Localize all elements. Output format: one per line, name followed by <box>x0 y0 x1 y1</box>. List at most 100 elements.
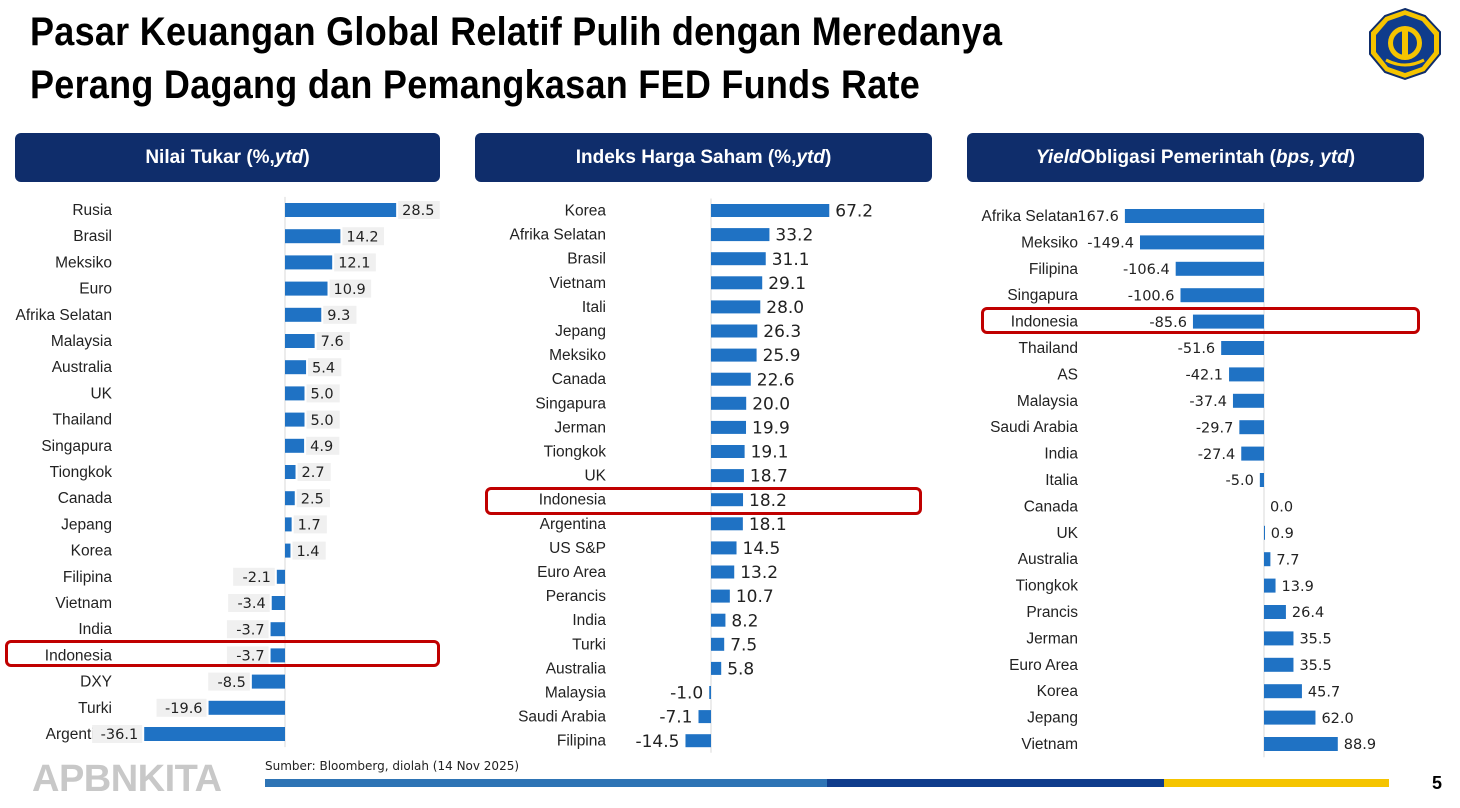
value-label: 22.6 <box>757 370 795 390</box>
panel-header-suffix: ) <box>824 146 832 168</box>
value-label: -100.6 <box>1128 288 1175 304</box>
source-note: Sumber: Bloomberg, diolah (14 Nov 2025) <box>265 759 520 773</box>
data-bar <box>711 276 763 290</box>
data-bar <box>1264 605 1286 619</box>
value-label: 67.2 <box>835 202 873 222</box>
data-bar <box>1259 473 1264 487</box>
chart-svg: Korea 67.2 Afrika Selatan 33.2 Brasil 31.1 Vie… <box>510 198 873 753</box>
value-label: -167.6 <box>1072 209 1119 225</box>
value-label: 25.9 <box>763 346 801 366</box>
value-label: -14.5 <box>635 732 679 752</box>
data-bar <box>711 589 730 603</box>
category-label: Australia <box>546 660 607 677</box>
category-label: Saudi Arabia <box>990 419 1078 436</box>
category-label: UK <box>90 385 112 402</box>
value-label: 5.0 <box>311 387 334 403</box>
data-bar <box>711 637 725 651</box>
value-label: -149.4 <box>1087 236 1134 252</box>
data-bar <box>1180 288 1264 303</box>
value-label-bg <box>208 672 250 691</box>
data-bar <box>711 445 745 458</box>
category-label: Brasil <box>73 228 112 245</box>
data-bar <box>711 204 830 217</box>
data-bar <box>1264 525 1265 540</box>
footer-color-bar <box>265 779 1389 787</box>
data-bar <box>711 300 761 314</box>
value-label: -19.6 <box>165 701 203 717</box>
category-label: India <box>78 621 112 638</box>
value-label: 14.5 <box>743 539 781 559</box>
category-label: Tiongkok <box>544 444 607 461</box>
category-label: Meksiko <box>549 347 606 364</box>
value-label: 28.5 <box>402 203 434 219</box>
value-label: 8.2 <box>731 611 758 631</box>
value-label-bg <box>228 594 270 612</box>
value-label: 14.2 <box>346 229 378 245</box>
value-label: 7.6 <box>321 334 344 350</box>
value-label-bg <box>92 725 143 743</box>
data-bar <box>285 491 295 506</box>
indonesia-highlight-exchange-rate <box>5 640 440 667</box>
slide-title-line-1: Pasar Keuangan Global Relatif Pulih deng… <box>30 10 1003 54</box>
data-bar <box>711 493 744 507</box>
apbnkita-logo: APBNKITA <box>32 758 222 800</box>
value-label: -3.4 <box>237 596 265 612</box>
category-label: Australia <box>1018 551 1079 568</box>
value-label: 12.1 <box>338 256 370 272</box>
value-label: 10.9 <box>334 282 366 298</box>
panel-header-stock-index: Indeks Harga Saham (%, ytd) <box>475 133 932 182</box>
value-label: 18.7 <box>750 467 788 487</box>
value-label: -3.7 <box>236 649 264 665</box>
data-bar <box>1264 684 1302 699</box>
value-label: 19.1 <box>751 443 789 463</box>
data-bar <box>1192 314 1264 329</box>
footer-bar-segment <box>265 779 827 787</box>
panel-header-text: Obligasi Pemerintah ( <box>1080 146 1276 168</box>
data-bar <box>698 710 711 724</box>
value-label: 5.8 <box>727 660 754 680</box>
category-label: Vietnam <box>549 275 606 292</box>
value-label: -5.0 <box>1226 473 1254 489</box>
value-label-bg <box>323 305 357 324</box>
category-label: Afrika Selatan <box>510 227 607 244</box>
category-label: Argentina <box>540 516 607 533</box>
value-label: 26.4 <box>1292 605 1324 621</box>
value-label: 19.9 <box>752 419 790 439</box>
data-bar <box>1239 420 1264 435</box>
indonesia-highlight-bond-yield <box>981 307 1420 334</box>
value-label: 2.5 <box>301 491 324 507</box>
panel-header-exchange-rate: Nilai Tukar (%, ytd) <box>15 133 440 182</box>
value-label: 5.4 <box>312 360 335 376</box>
category-label: Indonesia <box>45 647 113 664</box>
panel-header-bond-yield: Yield Obligasi Pemerintah (bps, ytd) <box>967 133 1424 182</box>
category-label: Perancis <box>546 588 607 605</box>
category-label: Singapura <box>1007 287 1078 304</box>
value-label: 2.7 <box>302 465 325 481</box>
data-bar <box>711 541 737 555</box>
chart-svg: Rusia 28.5 Brasil 14.2 Meksiko 12.1 Euro 10.9 Af… <box>16 196 440 748</box>
value-label-bg <box>297 463 331 481</box>
slide-title-line-2: Perang Dagang dan Pemangkasan FED Funds … <box>30 63 921 107</box>
category-label: Euro <box>79 281 112 298</box>
data-bar <box>271 596 285 610</box>
indonesia-highlight-stock-index <box>485 487 922 515</box>
panel-header-suffix: ) <box>303 146 310 168</box>
value-label-bg <box>306 384 340 403</box>
footer-bar-segment <box>827 779 1165 787</box>
data-bar <box>1264 657 1294 672</box>
category-label: Indonesia <box>1011 314 1079 331</box>
data-bar <box>285 307 322 322</box>
panel-header-text: Indeks Harga Saham (%, <box>575 146 797 168</box>
value-label-bg <box>233 567 275 586</box>
panel-header-text: Nilai Tukar (%, <box>145 146 275 168</box>
category-label: Turki <box>78 700 112 717</box>
category-label: Canada <box>552 371 607 388</box>
value-label: 0.0 <box>1270 500 1293 516</box>
value-label: 5.0 <box>311 413 334 429</box>
data-bar <box>1264 552 1271 567</box>
data-bar <box>711 661 722 675</box>
data-bar <box>711 613 726 627</box>
chart-svg: Afrika Selatan-167.6 Meksiko -149.4 Filipin… <box>982 202 1376 758</box>
ministry-emblem-icon <box>1364 6 1446 82</box>
category-label: Filipina <box>1029 261 1078 278</box>
